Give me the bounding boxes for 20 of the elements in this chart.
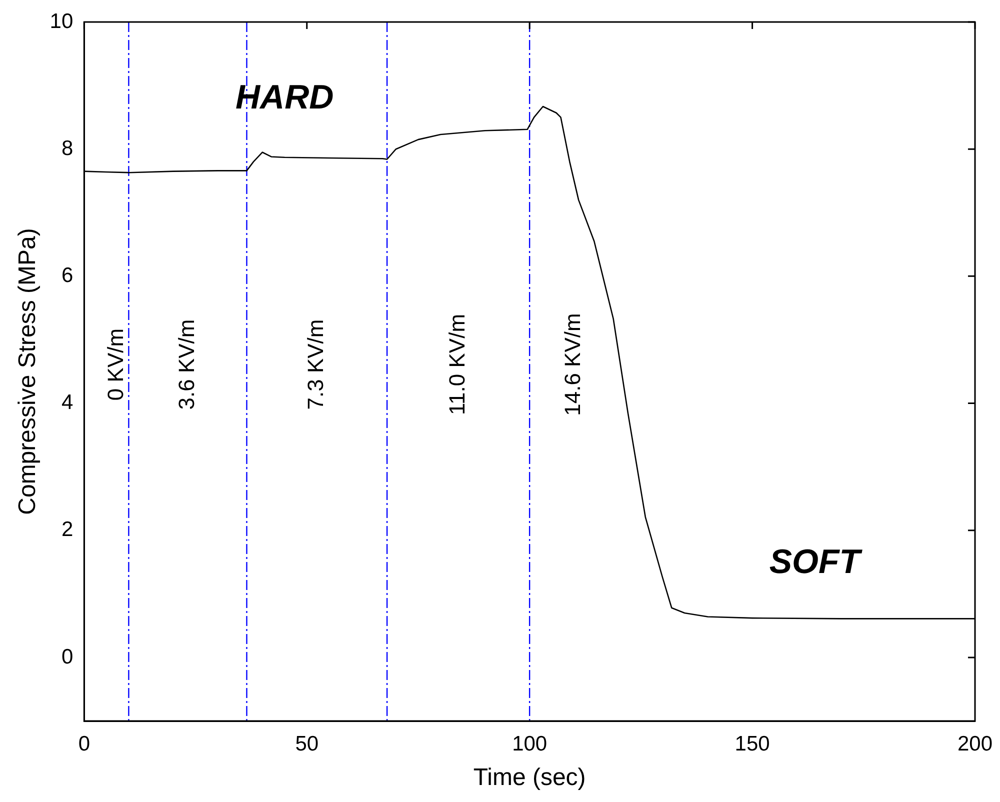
x-tick-label: 100 <box>512 732 548 756</box>
annotation: SOFT <box>769 543 864 582</box>
y-tick-label: 0 <box>61 645 74 668</box>
x-tick-label: 150 <box>734 732 770 756</box>
annotation: 11.0 KV/m <box>444 314 470 416</box>
x-tick-label: 50 <box>295 732 319 756</box>
annotation: 0 KV/m <box>102 328 128 401</box>
x-tick-label: 0 <box>78 732 90 756</box>
y-tick-label: 10 <box>50 10 74 33</box>
y-tick-label: 2 <box>61 518 74 542</box>
annotation: 14.6 KV/m <box>560 313 586 416</box>
y-axis-title: Compressive Stress (MPa) <box>14 228 42 515</box>
annotation: 7.3 KV/m <box>302 319 328 410</box>
x-tick-label: 200 <box>957 732 993 756</box>
x-axis-title: Time (sec) <box>473 764 586 792</box>
y-tick-label: 6 <box>61 264 74 287</box>
y-tick-label: 8 <box>61 136 74 160</box>
y-tick-label: 4 <box>61 391 74 414</box>
annotation: 3.6 KV/m <box>174 319 199 410</box>
annotation: HARD <box>235 78 334 116</box>
